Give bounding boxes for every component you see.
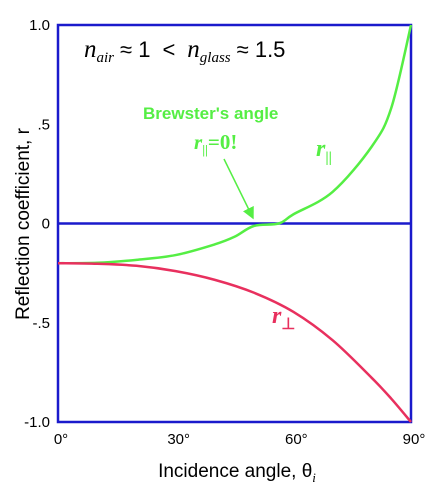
n-glass-symbol: n [187, 36, 200, 63]
x-tick-label: 60° [285, 431, 308, 448]
n-air-subscript: air [97, 50, 115, 66]
perpendicular-curve-label: r⊥ [272, 303, 295, 333]
x-tick-label: 0° [54, 431, 68, 448]
x-tick-label: 90° [403, 431, 426, 448]
approx-one: ≈ 1 [120, 37, 150, 62]
brewster-equals-zero: =0! [208, 130, 237, 154]
brewster-subscript: || [202, 142, 208, 157]
y-tick-label: -1.0 [24, 414, 50, 431]
brewster-title: Brewster's angle [143, 104, 278, 123]
series-line-perpendicular [57, 261, 412, 423]
series-line-parallel [57, 24, 413, 265]
parallel-curve-label: r|| [316, 136, 332, 166]
y-axis-label: Reflection coefficient, r [13, 127, 34, 320]
perpendicular-subscript: ⊥ [281, 316, 295, 333]
perpendicular-r: r [272, 303, 282, 329]
less-than: < [162, 37, 175, 62]
media-relation: nair ≈ 1 < nglass ≈ 1.5 [84, 36, 285, 66]
x-axis-label-subscript: i [312, 470, 316, 485]
brewster-r: r [194, 130, 203, 154]
y-tick-label: -.5 [32, 315, 50, 332]
x-axis-label-main: Incidence angle, θ [158, 461, 312, 482]
series-layer [57, 24, 413, 423]
brewster-equation: r||=0! [194, 130, 237, 157]
n-air-symbol: n [84, 36, 97, 63]
parallel-subscript: || [325, 150, 332, 166]
tick-layer: 1.0 .5 0 -.5 -1.00° 30° 60° 90° [24, 17, 425, 448]
y-tick-label: 0 [42, 216, 50, 233]
x-tick-label: 30° [167, 431, 190, 448]
x-axis-label: Incidence angle, θi [158, 461, 316, 485]
approx-one-point-five: ≈ 1.5 [237, 37, 286, 62]
n-glass-subscript: glass [200, 50, 231, 66]
parallel-r: r [316, 136, 326, 162]
y-tick-label: .5 [37, 116, 50, 133]
y-tick-label: 1.0 [29, 17, 50, 34]
brewster-arrow [223, 158, 254, 220]
